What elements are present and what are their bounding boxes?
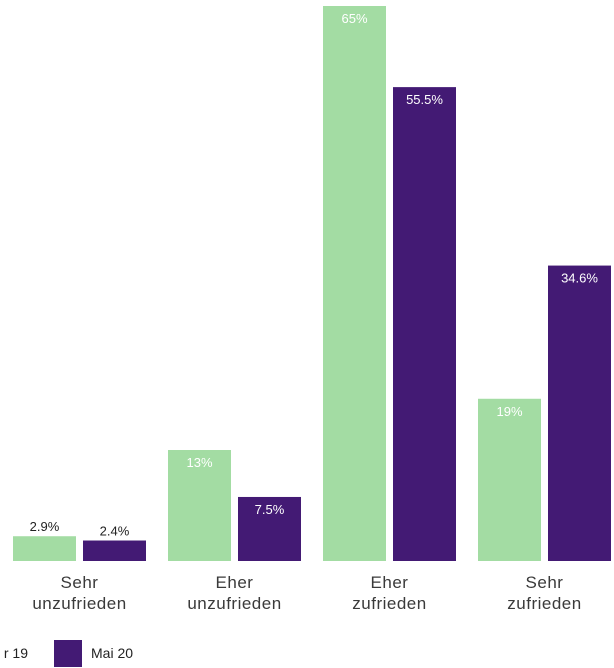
category-label-3-line-1: Eher [371, 573, 409, 592]
category-label-1-line-1: Sehr [61, 573, 99, 592]
category-label-1-line-2: unzufrieden [32, 594, 126, 613]
category-label-2-line-1: Eher [216, 573, 254, 592]
data-label-2-2: 7.5% [255, 502, 285, 517]
bar-2-2 [238, 496, 301, 561]
data-label-2-1: 2.4% [100, 524, 130, 539]
bar-2-3 [393, 87, 456, 561]
bar-2-1 [83, 540, 146, 561]
legend-label-1: r 19 [4, 645, 28, 661]
category-label-4-line-1: Sehr [526, 573, 564, 592]
legend-label-2: Mai 20 [91, 645, 133, 661]
legend-swatch-2 [54, 640, 82, 667]
category-label-3-line-2: zufrieden [352, 594, 426, 613]
bar-1-2 [168, 450, 231, 561]
category-label-4-line-2: zufrieden [507, 594, 581, 613]
data-label-2-3: 55.5% [406, 92, 443, 107]
bar-1-3 [323, 6, 386, 561]
category-label-2-line-2: unzufrieden [187, 594, 281, 613]
bar-2-4 [548, 265, 611, 561]
bar-1-1 [13, 536, 76, 561]
data-label-1-3: 65% [341, 11, 367, 26]
data-label-1-1: 2.9% [30, 519, 60, 534]
data-label-1-2: 13% [186, 455, 212, 470]
bar-1-4 [478, 398, 541, 561]
data-label-1-4: 19% [496, 404, 522, 419]
data-label-2-4: 34.6% [561, 271, 598, 286]
